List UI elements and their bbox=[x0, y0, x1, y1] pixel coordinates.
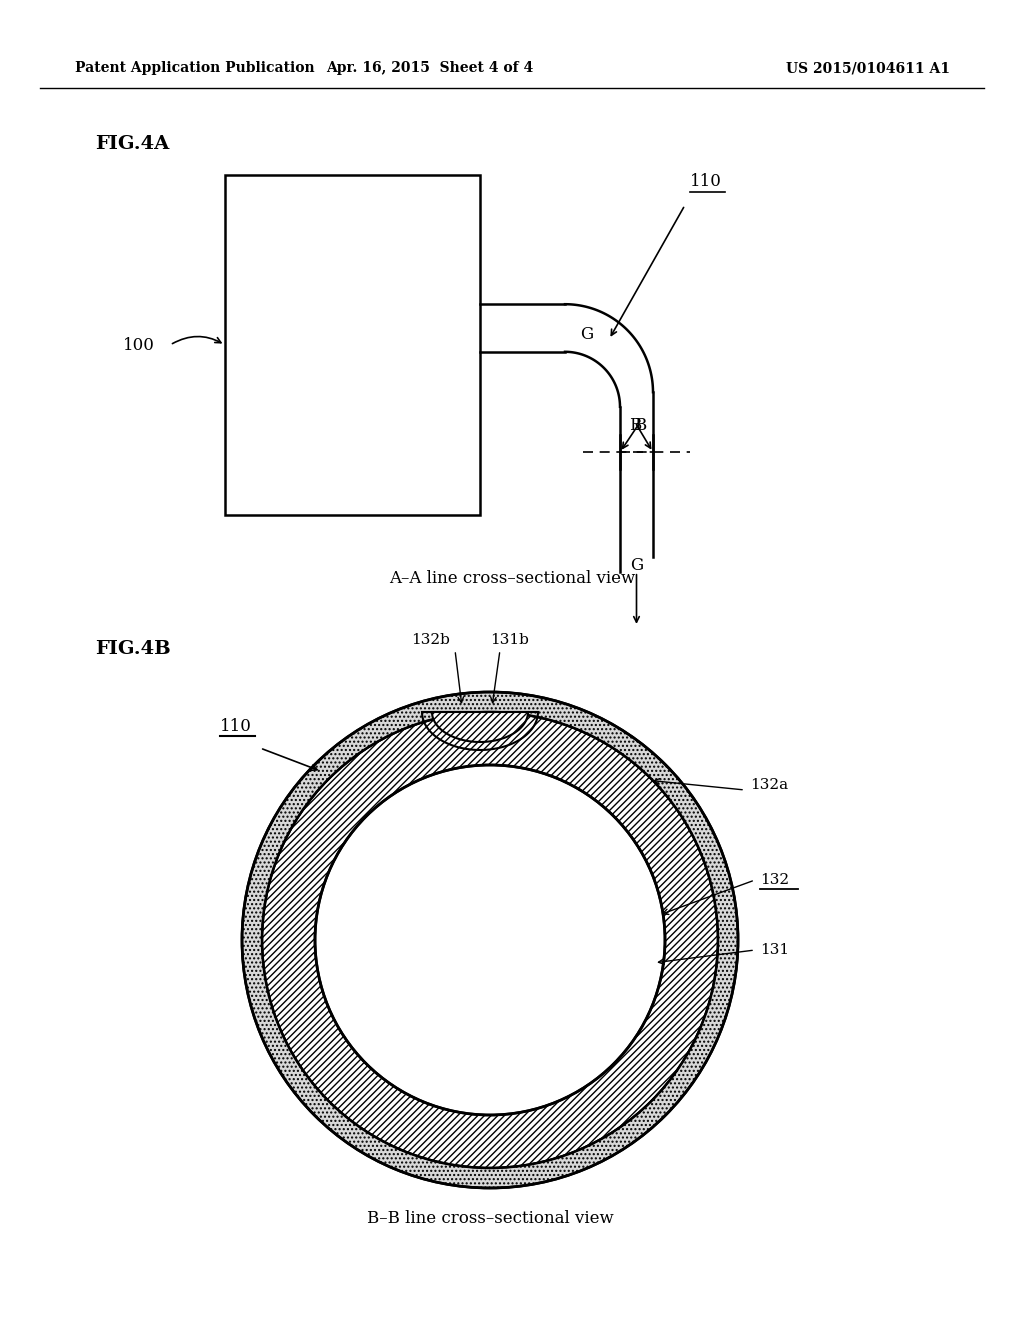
Text: 110: 110 bbox=[220, 718, 252, 735]
Text: 132: 132 bbox=[760, 873, 790, 887]
Polygon shape bbox=[432, 711, 528, 742]
Text: G: G bbox=[580, 326, 593, 343]
Text: 110: 110 bbox=[690, 173, 722, 190]
Text: 100: 100 bbox=[123, 337, 155, 354]
Text: FIG.4B: FIG.4B bbox=[95, 640, 171, 657]
Text: 132a: 132a bbox=[750, 777, 788, 792]
Wedge shape bbox=[242, 692, 738, 1188]
Text: Patent Application Publication: Patent Application Publication bbox=[75, 61, 314, 75]
Text: 132b: 132b bbox=[411, 634, 450, 647]
Bar bbox=[225, 176, 480, 515]
Text: FIG.4A: FIG.4A bbox=[95, 135, 169, 153]
Text: B: B bbox=[629, 417, 641, 434]
Text: B–B line cross–sectional view: B–B line cross–sectional view bbox=[367, 1210, 613, 1228]
Text: 131b: 131b bbox=[490, 634, 528, 647]
Text: B: B bbox=[634, 417, 646, 434]
Text: Apr. 16, 2015  Sheet 4 of 4: Apr. 16, 2015 Sheet 4 of 4 bbox=[327, 61, 534, 75]
Text: US 2015/0104611 A1: US 2015/0104611 A1 bbox=[786, 61, 950, 75]
Text: 131: 131 bbox=[760, 942, 790, 957]
Text: G: G bbox=[630, 557, 643, 574]
Wedge shape bbox=[262, 711, 718, 1168]
Text: A–A line cross–sectional view: A–A line cross–sectional view bbox=[389, 570, 635, 587]
